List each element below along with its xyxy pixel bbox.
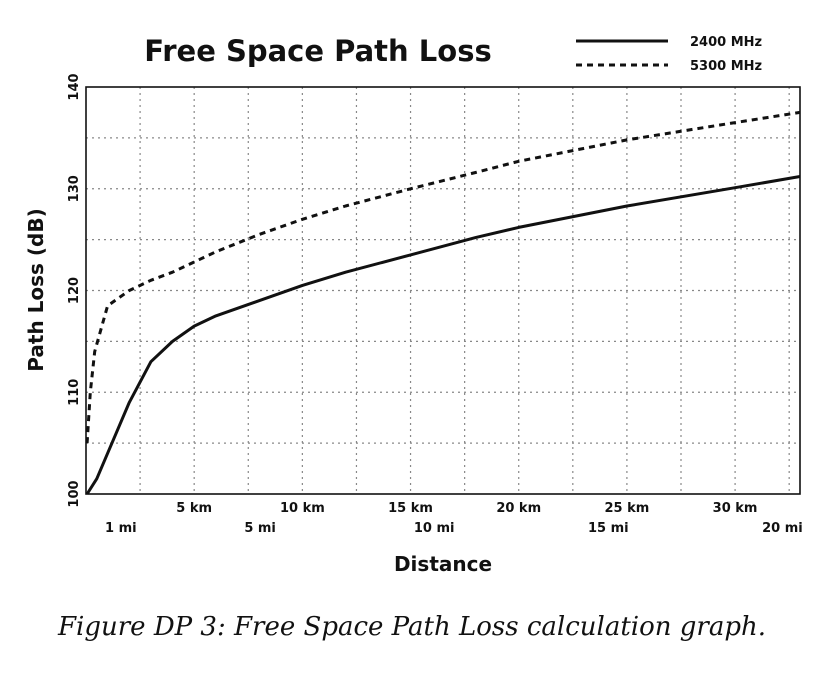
x-tick-label-km: 25 km [605,501,650,516]
y-tick-labels: 100 110 120 130 140 [67,73,82,507]
chart-title: Free Space Path Loss [144,34,491,68]
y-tick-label: 110 [67,379,82,406]
x-tick-label-mi: 10 mi [414,521,455,536]
grid-lines [86,87,800,494]
series-line-2400 [85,175,801,495]
plot-frame [85,86,801,495]
y-tick-label: 100 [67,480,82,507]
y-tick-label: 120 [67,277,82,304]
series-lines [85,110,801,495]
x-tick-label-km: 5 km [176,501,212,516]
y-tick-label: 140 [67,73,82,100]
path-loss-chart: Free Space Path Loss 2400 MHz 5300 MHz 1… [24,34,803,576]
x-tick-label-mi: 15 mi [588,521,629,536]
x-tick-label-mi: 20 mi [762,521,803,536]
x-tick-label-km: 30 km [713,501,758,516]
x-tick-label-km: 10 km [280,501,325,516]
x-tick-label-mi: 1 mi [105,521,137,536]
legend: 2400 MHz 5300 MHz [576,35,762,74]
y-tick-label: 130 [67,175,82,202]
figure-caption: Figure DP 3: Free Space Path Loss calcul… [58,612,766,642]
y-axis-label: Path Loss (dB) [24,208,48,371]
x-tick-label-km: 20 km [496,501,541,516]
legend-label-2400: 2400 MHz [690,35,762,50]
x-axis-label: Distance [394,552,492,576]
legend-label-5300: 5300 MHz [690,59,762,74]
x-tick-label-km: 15 km [388,501,433,516]
series-line-5300 [85,110,801,444]
km-tick-labels: 5 km 10 km 15 km 20 km 25 km 30 km [176,501,757,516]
x-tick-label-mi: 5 mi [244,521,276,536]
mile-tick-labels: 1 mi 5 mi 10 mi 15 mi 20 mi [105,521,803,536]
